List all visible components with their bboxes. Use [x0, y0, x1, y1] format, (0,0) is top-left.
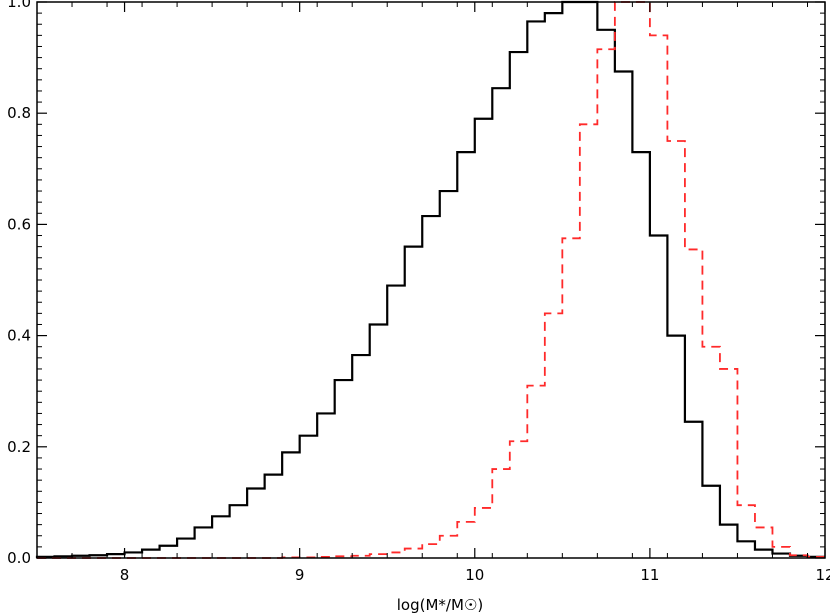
- x-axis-label: log(M*/M☉): [397, 596, 483, 614]
- axis-ticks: 8 9 10 11 12 0.0 0.2 0.4 0.6 0.8 1.0: [7, 0, 830, 584]
- x-tick-label: 12: [815, 566, 830, 584]
- plot-area: [35, 0, 825, 559]
- y-tick-label: 0.4: [7, 327, 31, 345]
- x-tick-label: 11: [640, 566, 659, 584]
- histogram-series-1-solid: [35, 0, 825, 558]
- plot-frame: [36, 1, 826, 559]
- y-tick-label: 0.2: [7, 438, 31, 456]
- histogram-series-2-dashed: [37, 1, 825, 559]
- y-tick-label: 1.0: [7, 0, 31, 11]
- x-tick-label: 10: [465, 566, 484, 584]
- y-tick-label: 0.0: [7, 549, 31, 567]
- y-tick-label: 0.8: [7, 104, 31, 122]
- x-tick-label: 9: [295, 566, 305, 584]
- y-tick-label: 0.6: [7, 215, 31, 233]
- x-tick-label: 8: [120, 566, 130, 584]
